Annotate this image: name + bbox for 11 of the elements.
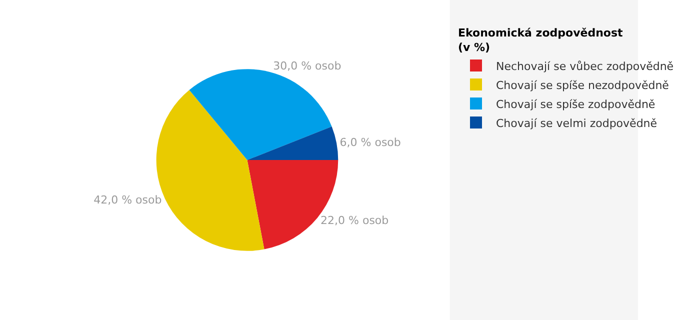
pie-slice [189, 69, 332, 160]
legend-label: Nechovají se vůbec zodpovědně [496, 60, 674, 73]
legend-title: Ekonomická zodpovědnost (v %) [458, 26, 623, 54]
data-label: 30,0 % osob [273, 59, 342, 72]
data-label: 42,0 % osob [94, 193, 162, 206]
data-label: 22,0 % osob [320, 214, 389, 228]
legend-label: Chovají se spíše nezodpovědně [496, 78, 670, 92]
pie-slice [247, 126, 338, 160]
legend-label: Chovají se velmi zodpovědně [496, 116, 658, 130]
data-label: 6,0 % osob [340, 136, 401, 150]
legend-label: Chovají se spíše zodpovědně [496, 98, 656, 111]
